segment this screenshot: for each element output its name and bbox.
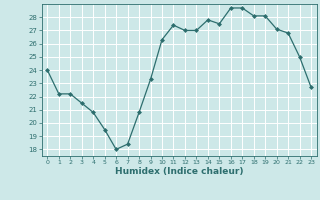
X-axis label: Humidex (Indice chaleur): Humidex (Indice chaleur) [115,167,244,176]
